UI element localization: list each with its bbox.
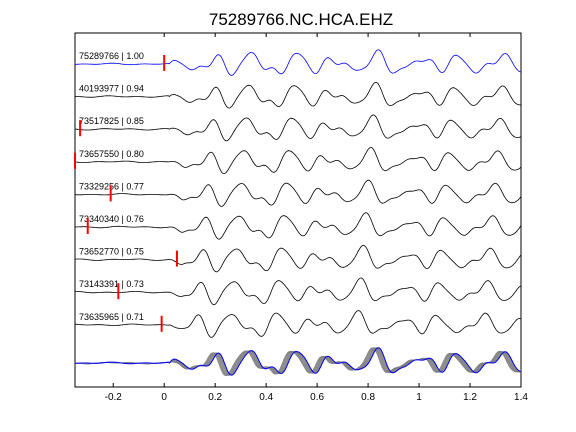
trace-line-75289766 [75,49,522,76]
stack-reference-trace [75,347,522,376]
trace-line-73657550 [74,147,522,175]
stack-group [74,347,522,376]
trace-line-73635965 [74,310,522,338]
trace-label-73635965: 73635965 | 0.71 [79,312,144,322]
trace-label-75289766: 75289766 | 1.00 [79,51,144,61]
trace-label-40193977: 40193977 | 0.94 [79,84,144,94]
trace-label-73143391: 73143391 | 0.73 [79,279,144,289]
chart-title: 75289766.NC.HCA.EHZ [209,10,393,29]
trace-line-40193977 [75,81,521,109]
trace-line-73329256 [75,179,522,207]
x-tick-label-1: 0.2 [208,392,222,403]
trace-label-73652770: 73652770 | 0.75 [79,247,144,257]
trace-label-73340340: 73340340 | 0.76 [79,214,144,224]
plot-frame [74,32,522,388]
x-tick-label-3: 0.6 [310,392,324,403]
trace-label-73517825: 73517825 | 0.85 [79,116,144,126]
stack-trace-8 [74,347,522,376]
x-tick-label-0: 0 [161,392,167,403]
x-tick-label-4: 0.8 [361,392,375,403]
trace-line-73652770 [75,244,522,273]
x-axis: 0 0.2 0.4 0.6 0.8 1 1.2 1.4 -0.2 [105,33,528,403]
traces-group: 75289766 | 1.00 40193977 | 0.94 73517825 |… [74,49,522,338]
x-tick-label-2: 0.4 [259,392,273,403]
trace-label-73657550: 73657550 | 0.80 [79,149,144,159]
x-tick-label-5: 1 [416,392,422,403]
x-tick-label-neg: -0.2 [105,392,123,403]
trace-line-73340340 [75,212,522,240]
x-tick-label-6: 1.2 [463,392,477,403]
trace-line-73143391 [75,277,522,306]
trace-line-73517825 [74,114,522,142]
x-tick-label-7: 1.4 [514,392,528,403]
